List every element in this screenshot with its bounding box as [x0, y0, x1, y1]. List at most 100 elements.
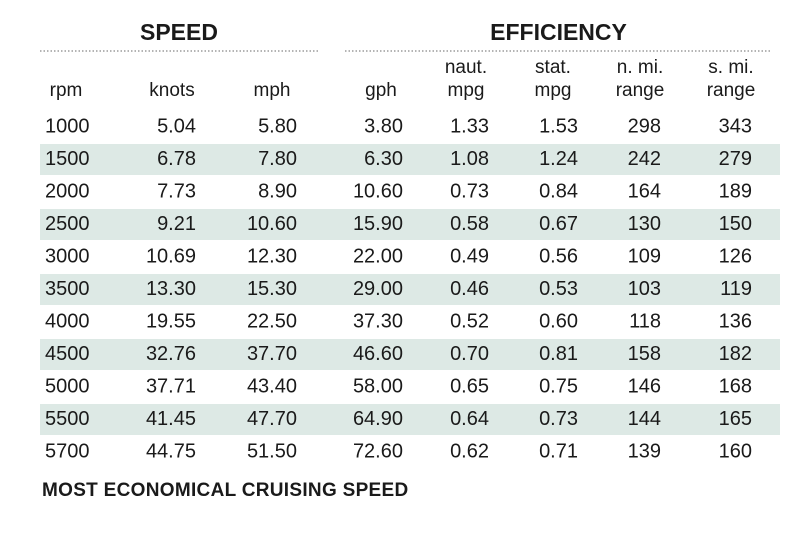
- cell: 182: [719, 343, 752, 365]
- cell: 160: [719, 440, 752, 462]
- cell: 103: [628, 278, 661, 300]
- cell: 164: [628, 180, 661, 202]
- cell: 41.45: [146, 408, 196, 430]
- cell: 9.21: [157, 213, 196, 235]
- cell: 0.52: [450, 310, 489, 332]
- cell: 0.58: [450, 213, 489, 235]
- cell: 0.71: [539, 440, 578, 462]
- cell: 1.33: [450, 115, 489, 137]
- cell: 0.46: [450, 278, 489, 300]
- cell: 46.60: [353, 343, 403, 365]
- cell: 0.64: [450, 408, 489, 430]
- cell: 343: [719, 115, 752, 137]
- cell: 109: [628, 245, 661, 267]
- cell: 0.53: [539, 278, 578, 300]
- cell: 0.65: [450, 375, 489, 397]
- cell: 3000: [45, 245, 90, 267]
- cell: 5.04: [157, 115, 196, 137]
- cell: 0.62: [450, 440, 489, 462]
- cell: 12.30: [247, 245, 297, 267]
- column-header: range: [707, 80, 756, 101]
- cell: 47.70: [247, 408, 297, 430]
- cell: 32.76: [146, 343, 196, 365]
- cell: 242: [628, 148, 661, 170]
- cell: 7.73: [157, 180, 196, 202]
- cell: 10.69: [146, 245, 196, 267]
- cell: 3500: [45, 278, 90, 300]
- column-header: rpm: [50, 80, 83, 101]
- cell: 8.90: [258, 180, 297, 202]
- cell: 126: [719, 245, 752, 267]
- cell: 6.30: [364, 148, 403, 170]
- cell: 0.49: [450, 245, 489, 267]
- column-header: s. mi.: [708, 57, 753, 78]
- cell: 0.73: [450, 180, 489, 202]
- cell: 1000: [45, 115, 90, 137]
- cell: 2000: [45, 180, 90, 202]
- cell: 5700: [45, 440, 90, 462]
- cell: 4000: [45, 310, 90, 332]
- cell: 118: [629, 310, 661, 332]
- cell: 2500: [45, 213, 90, 235]
- cell: 22.50: [247, 310, 297, 332]
- cell: 298: [628, 115, 661, 137]
- cell: 1500: [45, 148, 90, 170]
- footnote: MOST ECONOMICAL CRUISING SPEED: [42, 480, 409, 501]
- cell: 279: [719, 148, 752, 170]
- cell: 5.80: [258, 115, 297, 137]
- column-header: mpg: [448, 80, 485, 101]
- cell: 6.78: [157, 148, 196, 170]
- cell: 1.08: [450, 148, 489, 170]
- cell: 0.81: [539, 343, 578, 365]
- cell: 0.67: [539, 213, 578, 235]
- column-header: mpg: [535, 80, 572, 101]
- cell: 130: [628, 213, 661, 235]
- cell: 37.30: [353, 310, 403, 332]
- cell: 0.60: [539, 310, 578, 332]
- cell: 168: [719, 375, 752, 397]
- cell: 1.53: [539, 115, 578, 137]
- cell: 37.70: [247, 343, 297, 365]
- column-header: naut.: [445, 57, 487, 78]
- column-header: stat.: [535, 57, 571, 78]
- cell: 7.80: [258, 148, 297, 170]
- cell: 136: [719, 310, 752, 332]
- cell: 5500: [45, 408, 90, 430]
- cell: 51.50: [247, 440, 297, 462]
- cell: 72.60: [353, 440, 403, 462]
- cell: 4500: [45, 343, 90, 365]
- cell: 119: [720, 278, 752, 300]
- cell: 37.71: [146, 375, 196, 397]
- cell: 19.55: [146, 310, 196, 332]
- group-title: EFFICIENCY: [490, 19, 627, 45]
- row-band: [40, 339, 780, 370]
- column-header: n. mi.: [617, 57, 663, 78]
- cell: 1.24: [539, 148, 578, 170]
- cell: 0.70: [450, 343, 489, 365]
- cell: 0.75: [539, 375, 578, 397]
- cell: 0.84: [539, 180, 578, 202]
- cell: 5000: [45, 375, 90, 397]
- cell: 64.90: [353, 408, 403, 430]
- row-band: [40, 274, 780, 305]
- cell: 44.75: [146, 440, 196, 462]
- cell: 29.00: [353, 278, 403, 300]
- column-header: gph: [365, 80, 397, 101]
- cell: 150: [719, 213, 752, 235]
- cell: 0.73: [539, 408, 578, 430]
- cell: 146: [628, 375, 661, 397]
- cell: 165: [719, 408, 752, 430]
- column-header: mph: [254, 80, 291, 101]
- cell: 3.80: [364, 115, 403, 137]
- cell: 43.40: [247, 375, 297, 397]
- column-header: range: [616, 80, 665, 101]
- cell: 189: [719, 180, 752, 202]
- column-header: knots: [149, 80, 194, 101]
- cell: 144: [628, 408, 661, 430]
- cell: 15.30: [247, 278, 297, 300]
- cell: 58.00: [353, 375, 403, 397]
- cell: 10.60: [247, 213, 297, 235]
- cell: 139: [628, 440, 661, 462]
